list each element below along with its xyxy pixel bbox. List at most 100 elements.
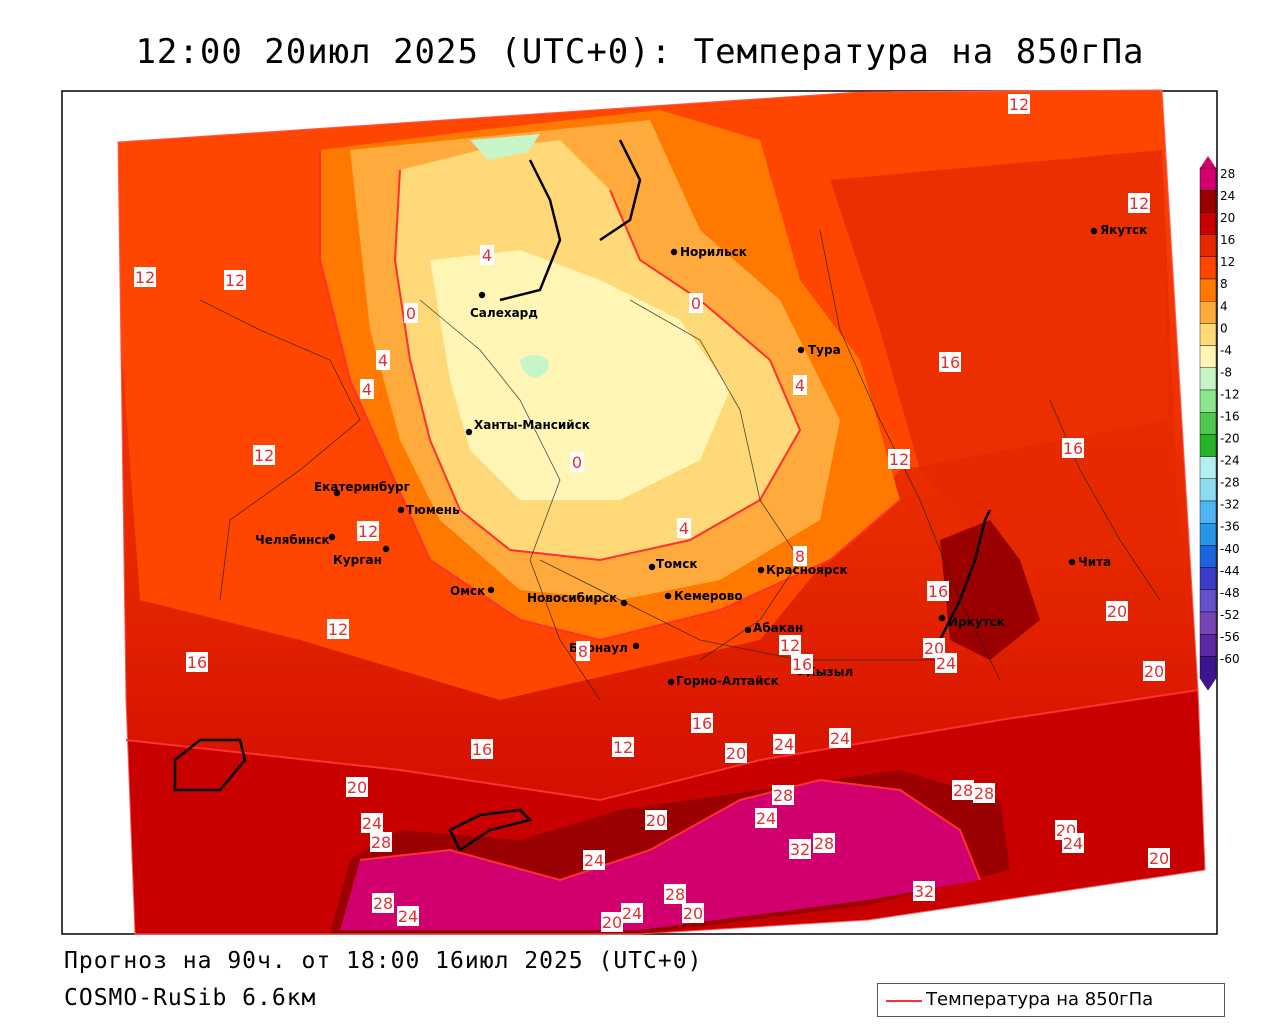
colorbar-tick-label: -56 (1220, 630, 1240, 644)
colorbar-box (1199, 412, 1217, 435)
city-dot (620, 599, 628, 607)
colorbar-box (1199, 500, 1217, 524)
contour-label: 28 (665, 885, 685, 904)
colorbar-tick-label: 4 (1220, 299, 1228, 313)
colorbar-tick-label: 16 (1220, 233, 1235, 247)
contour-label: 20 (683, 904, 703, 923)
contour-label: 28 (974, 784, 994, 803)
contour-label: 24 (362, 814, 382, 833)
domain-outline (117, 89, 1206, 935)
contour-label: 28 (373, 894, 393, 913)
city-label: Кемерово (674, 589, 743, 603)
colorbar-tick-label: -4 (1220, 343, 1232, 357)
contour-label: 24 (398, 907, 418, 926)
city-dot (744, 626, 752, 634)
colorbar-box (1199, 656, 1217, 679)
contour-label-bg (793, 546, 807, 566)
city-dot (397, 506, 405, 514)
city-dot (938, 614, 946, 622)
contour-label-bg (939, 352, 961, 372)
contour-label-bg (360, 379, 374, 399)
city-label: Якутск (1100, 223, 1147, 237)
contour-label: 12 (613, 738, 633, 757)
contour-label: 0 (691, 294, 701, 313)
contour-label-bg (576, 641, 590, 661)
city-dot (465, 428, 473, 436)
colorbar-tick-label: -28 (1220, 476, 1240, 490)
contour-label-bg (829, 728, 851, 748)
contour-label: 28 (773, 786, 793, 805)
city-label: Чита (1078, 555, 1111, 569)
colorbar-box (1199, 345, 1217, 369)
contour-label-bg (1143, 661, 1165, 681)
city-dot (664, 592, 672, 600)
colorbar-tick-label: -44 (1220, 564, 1240, 578)
colorbar-box (1199, 545, 1217, 568)
contour-label-bg (361, 813, 383, 833)
contour-label-bg (772, 785, 794, 805)
city-dot (648, 563, 656, 571)
city-label: Иркутск (948, 615, 1005, 629)
colorbar-box (1199, 523, 1217, 546)
contour-label-bg (725, 743, 747, 763)
contour-label-bg (570, 452, 584, 472)
colorbar-box (1199, 634, 1217, 657)
temperature-field (118, 90, 1205, 934)
contour-label: 24 (1063, 834, 1083, 853)
colorbar-tick-label: -40 (1220, 542, 1240, 556)
contour-label: 12 (780, 636, 800, 655)
colorbar-tick-label: -36 (1220, 520, 1240, 534)
colorbar-tick-label: 28 (1220, 167, 1235, 181)
contour-label: 24 (584, 851, 604, 870)
contour-label-bg (1128, 193, 1150, 213)
contour-label: 16 (692, 714, 712, 733)
city-dot (1090, 227, 1098, 235)
colorbar-tick-label: -60 (1220, 652, 1240, 666)
contour-label: 20 (602, 913, 622, 932)
colorbar-box (1199, 278, 1217, 302)
colorbar-tick-label: -12 (1220, 387, 1240, 401)
contour-label-bg (779, 635, 801, 655)
contour-label: 24 (756, 809, 776, 828)
city-dot (632, 642, 640, 650)
contour-label: 16 (940, 353, 960, 372)
forecast-line: Прогноз на 90ч. от 18:00 16июл 2025 (UTC… (64, 948, 703, 974)
contour-label-bg (186, 652, 208, 672)
city-label: Омск (450, 584, 485, 598)
contour-label-bg (935, 653, 957, 673)
contour-label: 12 (225, 271, 245, 290)
city-label: Томск (656, 557, 698, 571)
contour-label: 24 (774, 735, 794, 754)
contour-label: 12 (1129, 194, 1149, 213)
contour-label: 28 (371, 833, 391, 852)
contour-label: 32 (914, 882, 934, 901)
city-dot (382, 545, 390, 553)
contour-label-bg (689, 293, 703, 313)
city-label: Тюмень (406, 503, 460, 517)
colorbar-box (1199, 301, 1217, 324)
contour-label: 4 (482, 246, 492, 265)
colorbar: 28 24 20 16 12 8 4 0 -4 -8 -12 -16 -20 -24 -28 -32 -36 -4… (1199, 156, 1240, 691)
colorbar-tick-label: -24 (1220, 454, 1240, 468)
contour-label-bg (755, 808, 777, 828)
city-label: Норильск (680, 245, 747, 259)
contour-label: 4 (795, 376, 805, 395)
contour-label-bg (376, 350, 390, 370)
contour-label: 4 (378, 351, 388, 370)
contour-label: 12 (358, 522, 378, 541)
contour-label: 12 (1009, 95, 1029, 114)
contour-label: 4 (362, 380, 372, 399)
colorbar-box (1199, 212, 1217, 235)
contour-label-bg (773, 734, 795, 754)
contour-label-bg (645, 810, 667, 830)
contour-label: 8 (795, 547, 805, 566)
map-title: 12:00 20июл 2025 (UTC+0): Температура на… (135, 32, 1145, 72)
contour-label: 12 (254, 446, 274, 465)
contour-label-bg (370, 832, 392, 852)
colorbar-tick-label: -16 (1220, 409, 1240, 423)
contour-label-bg (346, 777, 368, 797)
colorbar-box (1199, 478, 1217, 502)
contour-label-bg (404, 303, 418, 323)
contour-label-bg (372, 893, 394, 913)
